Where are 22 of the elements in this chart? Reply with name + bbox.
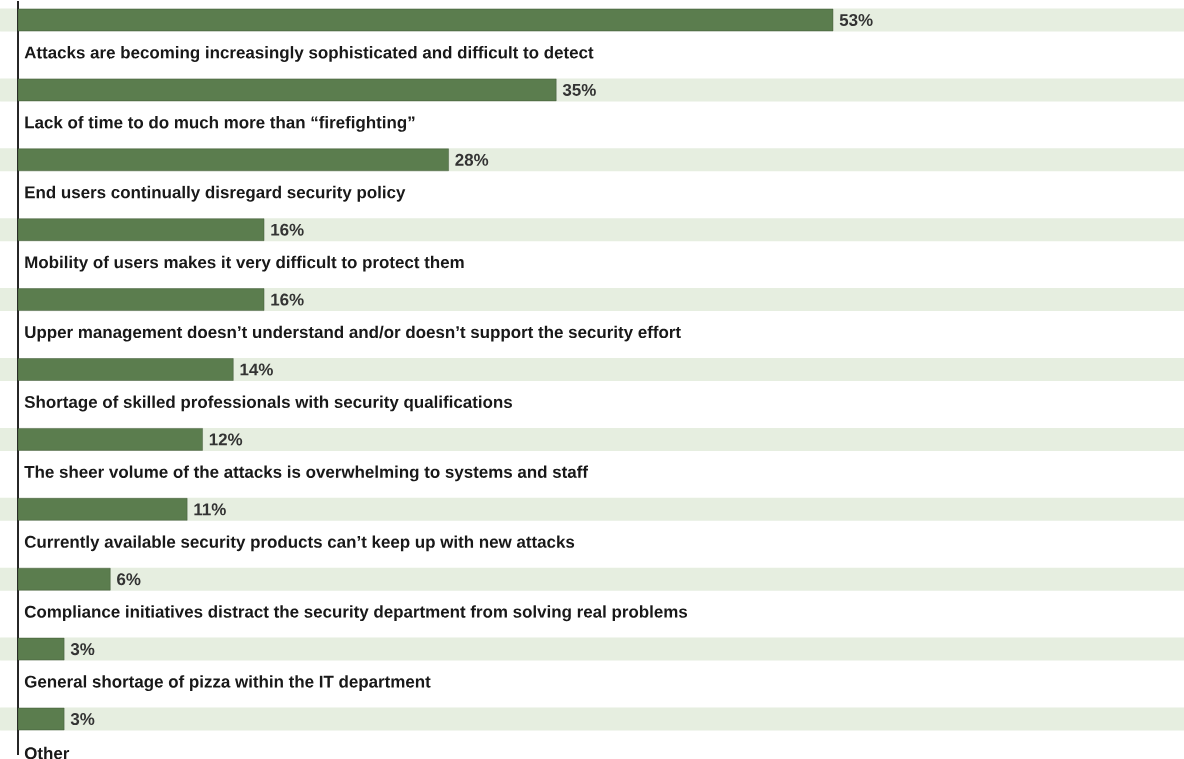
y-tick-label: General shortage of pizza within the IT department: [24, 675, 431, 691]
data-label: 16%: [271, 223, 304, 236]
y-tick-label: End users continually disregard security policy: [25, 185, 406, 202]
data-label: 14%: [240, 363, 273, 376]
data-label: 35%: [562, 83, 596, 96]
y-tick-label: Attacks are becoming increasingly sophisticated and difficult to detect: [24, 45, 594, 62]
data-label: 53%: [839, 13, 873, 26]
data-label: 11%: [194, 503, 226, 516]
y-tick-label: Upper management doesn’t understand and/or doesn’t support the security effort: [25, 325, 681, 342]
y-tick-label: The sheer volume of the attacks is overwhelming to systems and staff: [24, 465, 589, 482]
y-tick-label: Mobility of users makes it very difficult to protect them: [25, 255, 464, 272]
y-tick-label: Shortage of skilled professionals with security qualifications: [24, 395, 512, 412]
data-label: 6%: [117, 573, 141, 586]
data-label: 3%: [70, 642, 95, 656]
data-label: 28%: [455, 153, 489, 166]
data-label: 3%: [70, 712, 95, 725]
y-tick-label: Compliance initiatives distract the security department from solving real problems: [24, 605, 688, 622]
y-tick-label: Lack of time to do much more than “firefighting”: [25, 115, 415, 132]
y-tick-label: Other: [24, 746, 70, 759]
y-tick-label: Currently available security products can’t keep up with new attacks: [24, 535, 575, 552]
data-label: 12%: [209, 433, 243, 446]
data-label: 16%: [271, 293, 304, 306]
